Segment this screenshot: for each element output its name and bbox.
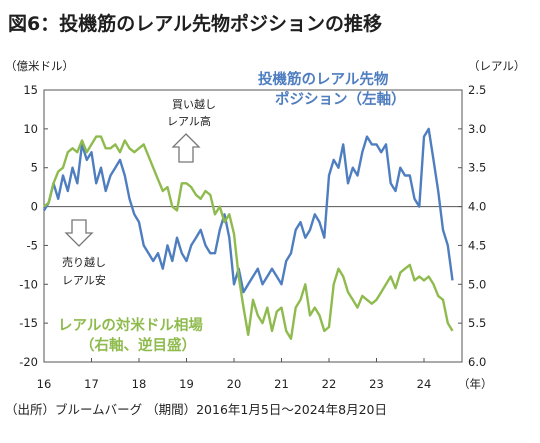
annotation-buy-1: 買い越し bbox=[172, 97, 216, 111]
series-label-position-2: ポジション（左軸） bbox=[275, 90, 406, 108]
left-tick-label: -10 bbox=[19, 277, 38, 291]
chart-title: 図6：投機筋のレアル先物ポジションの推移 bbox=[8, 12, 382, 35]
x-axis: 16 17 18 19 20 21 22 23 24 bbox=[37, 358, 432, 391]
right-tick-label: 5.5 bbox=[468, 316, 486, 330]
source-note: （出所）ブルームバーグ （期間）2016年1月5日～2024年8月20日 bbox=[5, 402, 387, 417]
series-line-brl bbox=[43, 135, 454, 340]
right-tick-label: 6.0 bbox=[468, 355, 486, 369]
left-tick-label: -15 bbox=[19, 316, 38, 330]
x-tick-label: 18 bbox=[132, 377, 147, 391]
left-tick-label: 0 bbox=[31, 200, 38, 214]
x-tick-label: 24 bbox=[417, 377, 432, 391]
x-tick-label: 20 bbox=[227, 377, 242, 391]
x-tick-label: 21 bbox=[274, 377, 289, 391]
series-line-position bbox=[42, 127, 454, 294]
annotation-sell-1: 売り越し bbox=[62, 255, 106, 269]
x-tick-label: 19 bbox=[179, 377, 194, 391]
left-tick-label: -5 bbox=[27, 238, 38, 252]
right-tick-label: 4.0 bbox=[468, 200, 486, 214]
series-label-position-1: 投機筋のレアル先物 bbox=[258, 70, 389, 88]
x-tick-label: 22 bbox=[322, 377, 337, 391]
series-label-brl-2: （右軸、逆目盛） bbox=[80, 336, 196, 354]
x-tick-label: 23 bbox=[369, 377, 384, 391]
right-tick-label: 2.5 bbox=[468, 83, 486, 97]
right-axis-unit: （レアル） bbox=[468, 59, 525, 73]
right-tick-label: 4.5 bbox=[468, 238, 486, 252]
down-arrow-icon bbox=[64, 219, 94, 247]
plot-border bbox=[43, 89, 463, 363]
plot-area bbox=[43, 89, 463, 363]
right-tick-label: 3.5 bbox=[468, 161, 486, 175]
series-label-brl-1: レアルの対米ドル相場 bbox=[58, 316, 203, 334]
series-layer bbox=[42, 127, 454, 340]
right-axis: 2.5 3.0 3.5 4.0 4.5 5.0 5.5 6.0 bbox=[458, 83, 486, 369]
x-axis-unit: （年） bbox=[458, 377, 493, 391]
left-tick-label: 10 bbox=[23, 122, 38, 136]
up-arrow-icon bbox=[171, 133, 201, 163]
annotation-buy-2: レアル高 bbox=[167, 114, 211, 128]
right-tick-label: 3.0 bbox=[468, 122, 486, 136]
annotation-sell-2: レアル安 bbox=[62, 273, 106, 287]
x-tick-label: 16 bbox=[37, 377, 52, 391]
left-tick-label: 15 bbox=[23, 83, 38, 97]
left-tick-label: 5 bbox=[31, 161, 38, 175]
left-axis: 15 10 5 0 -5 -10 -15 -20 bbox=[19, 83, 48, 369]
left-axis-unit: （億米ドル） bbox=[5, 59, 74, 73]
right-tick-label: 5.0 bbox=[468, 277, 486, 291]
left-tick-label: -20 bbox=[19, 355, 38, 369]
x-tick-label: 17 bbox=[84, 377, 99, 391]
